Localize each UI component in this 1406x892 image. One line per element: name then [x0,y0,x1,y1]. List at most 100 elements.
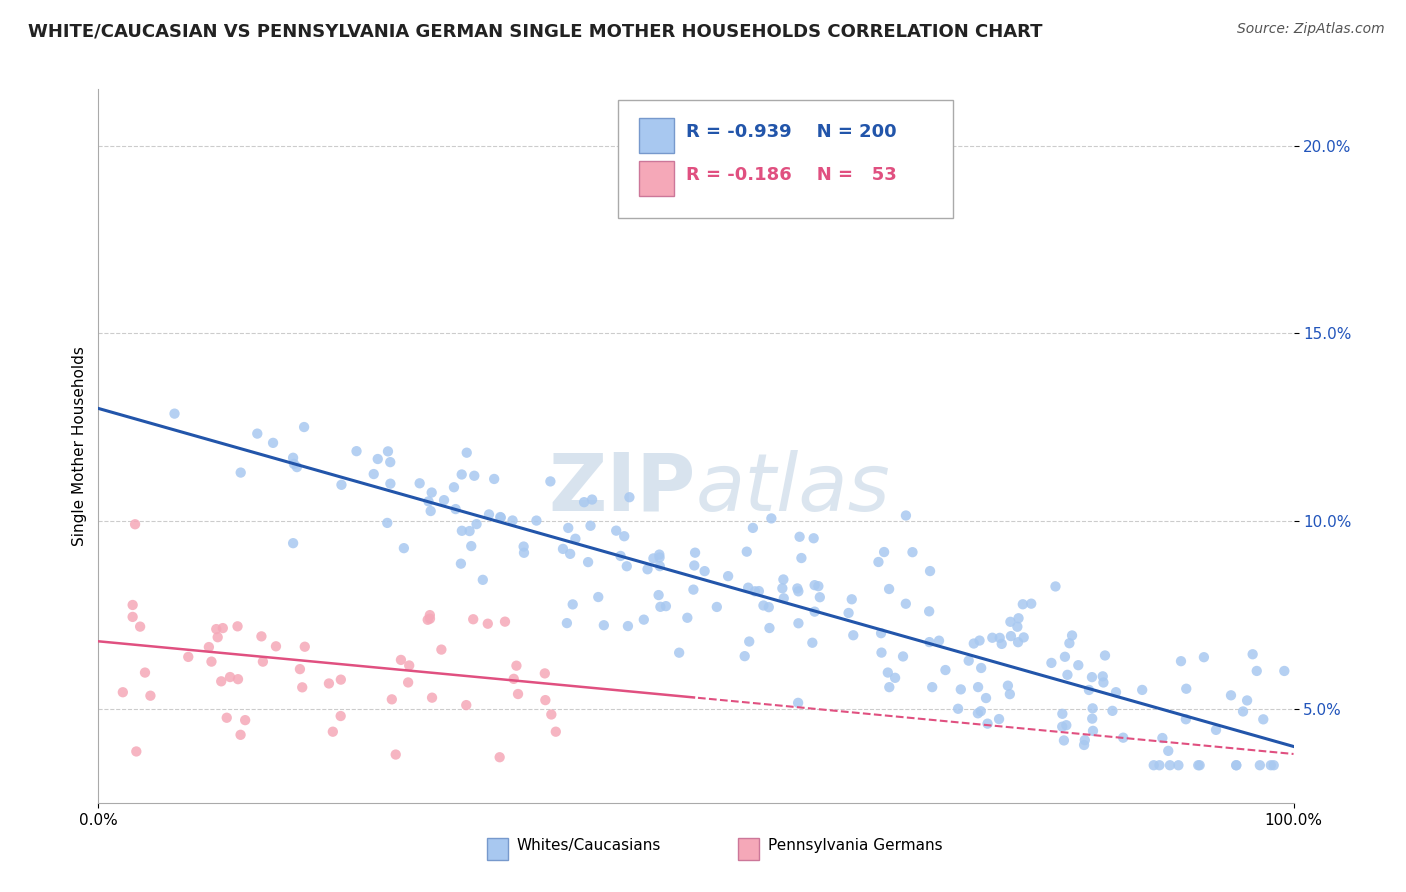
Text: ZIP: ZIP [548,450,696,528]
Point [198,640,221,654]
Point [633,613,655,627]
Point [502,514,524,528]
Point [1081,701,1104,715]
Point [381,692,404,706]
Point [921,680,943,694]
Point [463,468,485,483]
Point [1232,705,1254,719]
Point [291,681,314,695]
Point [489,510,512,524]
Point [443,480,465,494]
Point [1092,675,1115,690]
Point [787,616,810,631]
Point [1241,647,1264,661]
Point [1236,693,1258,707]
Point [1272,664,1295,678]
Point [1260,758,1282,772]
Text: R = -0.939    N = 200: R = -0.939 N = 200 [686,123,897,141]
Point [790,551,813,566]
Point [588,590,610,604]
Point [997,679,1019,693]
Point [482,472,505,486]
Point [288,662,311,676]
Point [1246,664,1268,678]
Point [737,581,759,595]
Point [801,636,824,650]
Point [579,518,602,533]
Point [918,564,941,578]
Point [772,573,794,587]
Point [281,450,304,465]
Point [471,573,494,587]
Point [1056,668,1078,682]
Point [380,455,402,469]
Point [1249,758,1271,772]
Point [121,598,143,612]
Point [177,649,200,664]
Point [1053,733,1076,747]
Point [330,478,353,492]
Point [988,712,1011,726]
Point [1011,597,1033,611]
Point [200,655,222,669]
Point [1081,670,1104,684]
Point [463,612,485,626]
Point [1251,712,1274,726]
Point [949,682,972,697]
Point [1159,758,1181,772]
Point [738,634,761,648]
Point [1019,597,1042,611]
Point [433,493,456,508]
Point [219,670,242,684]
Point [1074,733,1097,747]
Point [262,435,284,450]
Point [891,649,914,664]
Point [544,724,567,739]
Point [1091,669,1114,683]
Point [761,511,783,525]
Point [967,706,990,721]
Point [988,631,1011,645]
Point [1187,758,1209,772]
Point [111,685,134,699]
Point [668,646,690,660]
Point [229,466,252,480]
Point [787,696,810,710]
Point [538,475,561,489]
Point [758,600,780,615]
Point [616,559,638,574]
Point [419,608,441,623]
Point [683,558,706,573]
Point [513,546,536,560]
Text: WHITE/CAUCASIAN VS PENNSYLVANIA GERMAN SINGLE MOTHER HOUSEHOLDS CORRELATION CHAR: WHITE/CAUCASIAN VS PENNSYLVANIA GERMAN S… [28,22,1043,40]
FancyBboxPatch shape [619,100,953,218]
Point [581,492,603,507]
Point [752,599,775,613]
Point [1050,720,1073,734]
Point [981,631,1004,645]
Point [1225,758,1247,772]
Point [396,675,419,690]
Point [419,504,441,518]
Point [551,541,574,556]
Point [877,582,900,596]
Point [870,626,893,640]
Point [946,702,969,716]
Point [873,545,896,559]
Point [650,599,672,614]
Point [637,562,659,576]
Point [970,661,993,675]
Point [534,693,557,707]
Point [876,665,898,680]
Point [329,673,352,687]
Point [1101,704,1123,718]
Point [647,588,669,602]
Point [643,551,665,566]
Point [477,616,499,631]
Point [430,642,453,657]
Point [1170,654,1192,668]
Point [329,709,352,723]
Point [456,698,478,712]
Point [735,544,758,558]
Point [870,646,893,660]
